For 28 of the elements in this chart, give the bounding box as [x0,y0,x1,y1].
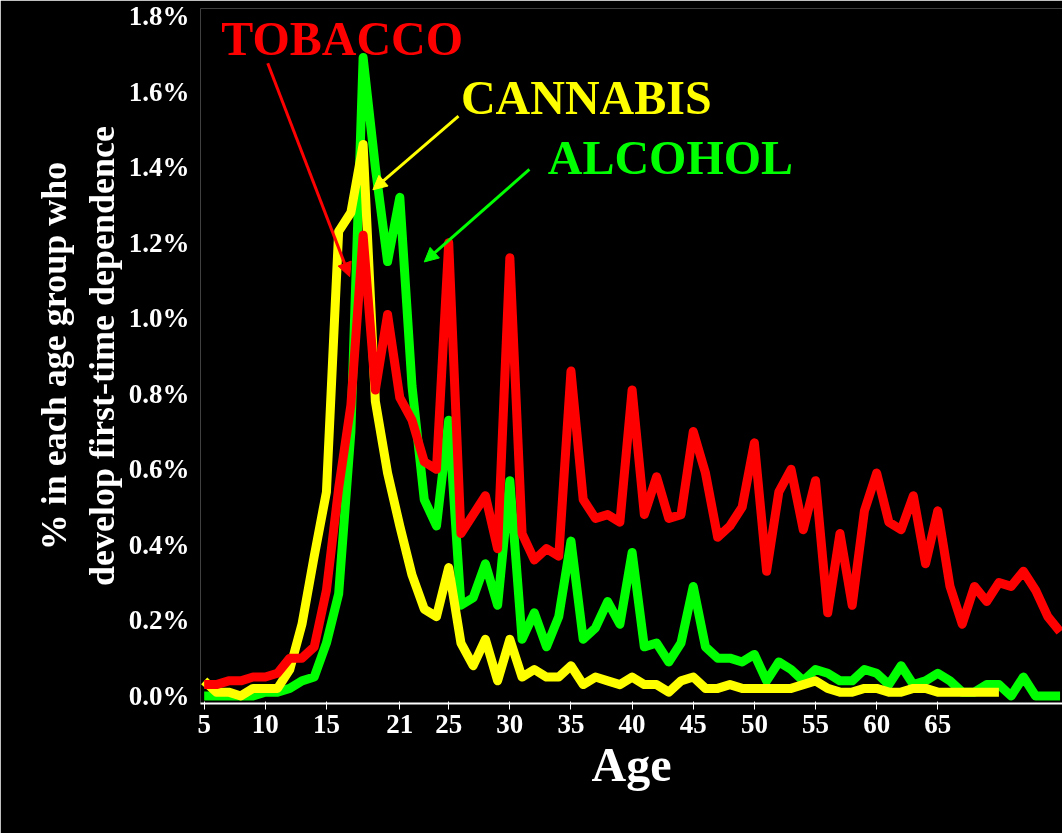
text: TOBACCO [221,12,464,66]
x-tick-label: 21 [386,708,414,739]
y-tick-label: 0.4% [128,529,190,560]
x-tick-label: 30 [496,708,524,739]
x-tick-label: 60 [863,708,891,739]
x-tick-label: 65 [924,708,952,739]
text: CANNABIS [460,70,712,124]
y-tick-label: 0.8% [128,378,190,409]
y-tick-label: 0.6% [128,454,190,485]
x-tick-label: 5 [197,708,211,739]
x-axis-title: Age [591,737,672,791]
x-tick-label: 50 [740,708,768,739]
x-tick-label: 35 [557,708,585,739]
y-tick-label: 1.8% [128,1,190,32]
x-tick-label: 15 [312,708,340,739]
y-tick-label: 1.4% [128,152,190,183]
x-tick-label: 25 [435,708,463,739]
x-tick-label: 55 [802,708,830,739]
x-tick-label: 40 [618,708,646,739]
y-axis-title: % in each age group who develop first-time dependence [33,126,122,586]
y-tick-label: 1.6% [128,76,190,107]
y-tick-label: 0.2% [128,605,190,636]
x-tick-label: 45 [679,708,707,739]
text: ALCOHOL [547,131,794,185]
x-tick-label: 10 [251,708,279,739]
y-tick-label: 0.0% [128,680,190,711]
y-tick-label: 1.0% [128,303,190,334]
y-tick-label: 1.2% [128,227,190,258]
